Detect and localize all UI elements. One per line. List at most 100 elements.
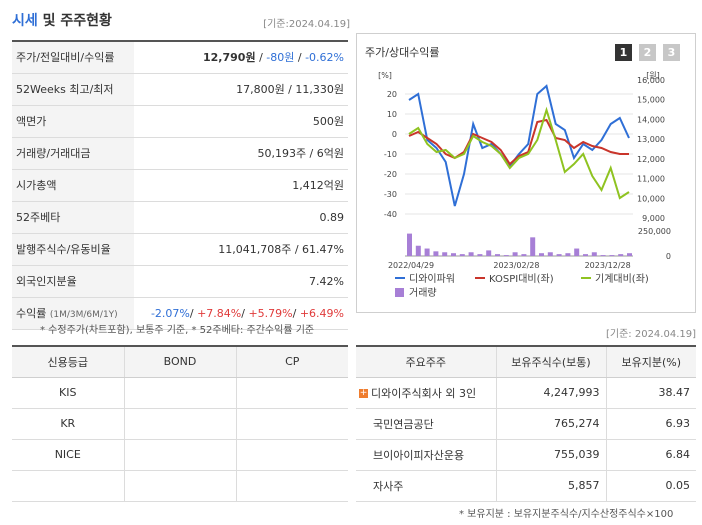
left-tick-label: -10 [384,150,397,159]
column-header: CP [235,345,348,378]
volume-bar [451,253,456,256]
table-row: KIS [12,376,348,408]
row-label: 시가총액 [12,168,134,201]
volume-bar [565,253,571,256]
column-header: BOND [123,345,236,378]
row-value: 7.42% [133,264,348,297]
volume-bar [424,248,430,256]
row-label: 주가/전일대비/수익률 [12,40,134,73]
agency-name: NICE [12,438,124,470]
right-tick-label: 11,000 [637,175,665,184]
x-tick-label: 2023/12/28 [585,261,631,270]
table-row: NICE [12,438,348,470]
expand-icon[interactable]: + [359,388,368,398]
row-value: 11,041,708주 / 61.47% [133,232,348,265]
row-label: 발행주식수/유동비율 [12,232,134,265]
volume-bar [618,254,624,256]
table-row: 브이아이피자산운용 755,039 6.84 [356,438,696,470]
table-row: 외국인지분율 7.42% [12,264,348,297]
row-label: 액면가 [12,104,134,137]
base-date: [기준:2024.04.19] [263,19,350,30]
bond-rating [123,438,236,470]
stock-info-table: 주가/전일대비/수익률 12,790원 / -80원 / -0.62% 52We… [12,40,348,330]
chart-tab-2[interactable]: 2 [639,44,656,61]
volume-bar [503,255,509,256]
left-tick-label: -40 [384,210,397,219]
cp-rating [235,376,348,408]
holder-name[interactable]: + 디와이주식회사 외 3인 [356,376,496,408]
left-axis-unit: [%] [378,71,392,80]
volume-bar [486,250,492,256]
cp-rating [235,438,348,470]
legend-label: KOSPI대비(좌) [489,273,554,285]
agency-name [12,469,124,502]
x-tick-label: 2023/02/28 [493,261,539,270]
chart-panel: 주가/상대수익률 1 2 3 [%] [원] 20 10 0 -10 -20 -30 -40 16… [356,33,696,313]
volume-tick-label: 0 [666,252,671,261]
table-row: 자사주 5,857 0.05 [356,469,696,502]
right-tick-label: 12,000 [637,155,665,164]
chart-title: 주가/상대수익률 [365,46,440,59]
volume-bar [407,233,412,256]
table-row: 시가총액 1,412억원 [12,168,348,201]
table-row: 발행주식수/유동비율 11,041,708주 / 61.47% [12,232,348,265]
row-label: 52Weeks 최고/최저 [12,72,134,105]
right-tick-label: 15,000 [637,96,665,105]
holder-shares: 765,274 [495,407,606,439]
column-header: 보유지분(%) [605,345,696,378]
table-row: 국민연금공단 765,274 6.93 [356,407,696,439]
table-row: 52주베타 0.89 [12,200,348,233]
volume-bar [433,251,439,256]
table-row: 거래량/거래대금 50,193주 / 6억원 [12,136,348,169]
holder-pct: 6.84 [605,438,696,470]
major-holders-table: 주요주주 보유주식수(보통) 보유지분(%) + 디와이주식회사 외 3인 4,2… [356,345,696,502]
cp-rating [235,469,348,502]
legend-label: 디와이파워 [409,272,455,285]
table-row: 52Weeks 최고/최저 17,800원 / 11,330원 [12,72,348,105]
right-tick-label: 14,000 [637,115,665,124]
holder-name: 자사주 [356,469,496,502]
volume-bar [477,254,483,256]
row-label: 수익률 (1M/3M/6M/1Y) [12,296,134,330]
left-tick-label: -20 [384,170,397,179]
x-tick-label: 2022/04/29 [388,261,434,270]
section-title: 시세 및 주주현황 [12,13,112,29]
volume-bar [415,245,421,256]
volume-bar [521,254,527,256]
bond-rating [123,407,236,439]
agency-name: KR [12,407,124,439]
price-value: 12,790원 / -80원 / -0.62% [133,40,348,73]
holder-pct: 6.93 [605,407,696,439]
table-row: + 디와이주식회사 외 3인 4,247,993 38.47 [356,376,696,408]
volume-bar [512,252,518,256]
cp-rating [235,407,348,439]
volume-bar [547,252,553,256]
volume-bar [574,248,580,256]
right-tick-label: 13,000 [637,135,665,144]
bond-rating [123,469,236,502]
returns-value: -2.07%/ +7.84%/ +5.79%/ +6.49% [133,296,348,330]
stock-note: * 수정주가(차트포함), 보통주 기준, * 52주베타: 주간수익률 기준 [40,325,315,336]
right-tick-label: 9,000 [642,214,665,223]
row-value: 1,412억원 [133,168,348,201]
volume-bar [627,253,632,256]
table-row: KR [12,407,348,439]
row-value: 17,800원 / 11,330원 [133,72,348,105]
right-tick-label: 10,000 [637,194,665,203]
volume-bar [583,254,588,256]
volume-bar [530,237,536,256]
chart-tab-1[interactable]: 1 [615,44,632,61]
volume-bar [556,254,562,256]
table-row: 수익률 (1M/3M/6M/1Y) -2.07%/ +7.84%/ +5.79%… [12,296,348,330]
left-tick-label: 20 [387,90,397,99]
holder-name: 브이아이피자산운용 [356,438,496,470]
agency-name: KIS [12,376,124,408]
holder-note: * 보유지분 : 보유지분주식수/지수산정주식수×100 [459,509,674,520]
table-row: 액면가 500원 [12,104,348,137]
volume-bar [539,253,544,256]
volume-bar [459,254,465,256]
holder-shares: 5,857 [495,469,606,502]
column-header: 보유주식수(보통) [495,345,606,378]
chart-tab-3[interactable]: 3 [663,44,680,61]
row-label: 52주베타 [12,200,134,233]
